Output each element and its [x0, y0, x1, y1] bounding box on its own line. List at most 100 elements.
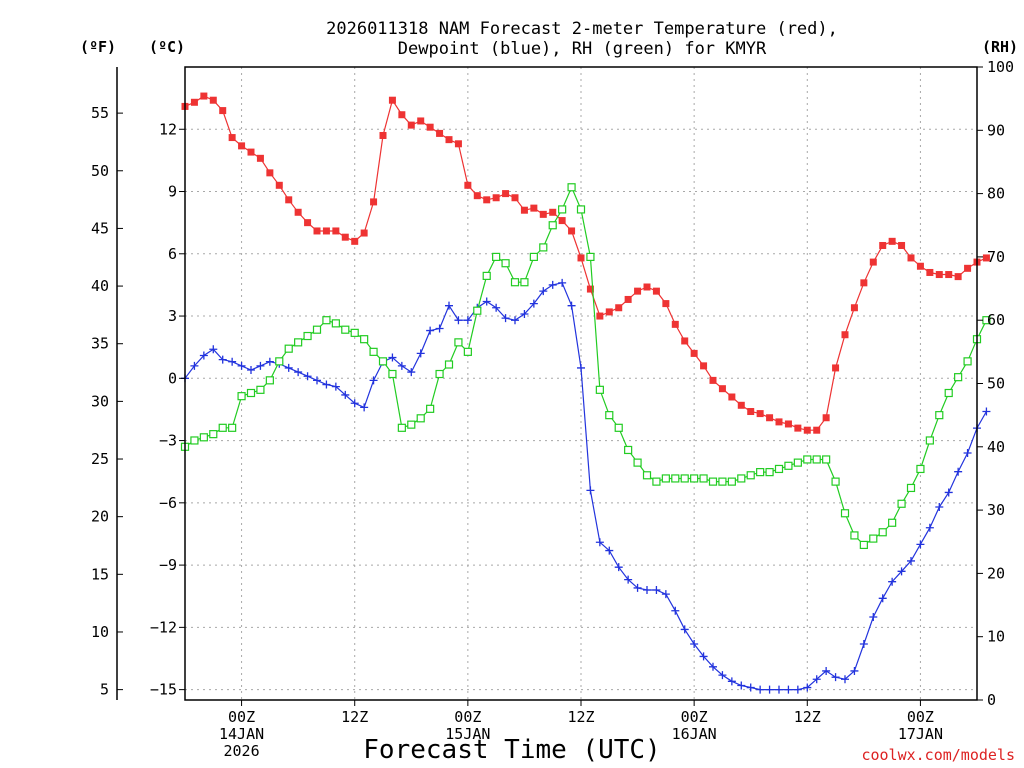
data-point: [860, 279, 868, 287]
data-point: [690, 639, 699, 648]
data-point: [529, 299, 538, 308]
data-point: [746, 471, 755, 480]
data-point: [228, 134, 236, 142]
data-point: [784, 420, 792, 428]
data-point: [906, 483, 916, 493]
data-point: [398, 111, 406, 119]
data-point: [350, 328, 359, 337]
data-point: [426, 123, 434, 131]
fahrenheit-tick-label: 50: [91, 162, 109, 180]
data-point: [964, 264, 972, 272]
data-point: [247, 366, 255, 375]
data-point: [756, 685, 765, 694]
data-point: [963, 449, 972, 458]
data-point: [237, 392, 246, 401]
data-point: [944, 488, 953, 497]
data-point: [238, 142, 246, 150]
data-point: [624, 295, 632, 303]
x-tick-label: 00Z: [681, 708, 708, 726]
data-point: [737, 474, 746, 483]
data-point: [341, 233, 349, 241]
fahrenheit-tick-label: 15: [91, 565, 109, 583]
data-point: [567, 301, 576, 310]
data-point: [322, 316, 331, 325]
data-point: [982, 254, 990, 262]
data-point: [397, 361, 406, 370]
series-2-meter-temperature: [181, 92, 990, 434]
data-point: [435, 324, 444, 333]
series-dewpoint: [181, 278, 991, 694]
x-tick-label: 00Z: [228, 708, 255, 726]
data-point: [982, 407, 991, 416]
data-point: [218, 355, 227, 364]
data-point: [294, 208, 302, 216]
data-point: [784, 685, 793, 694]
data-point: [888, 518, 897, 527]
data-point: [925, 523, 934, 532]
data-point: [822, 666, 831, 675]
data-point: [209, 430, 218, 439]
data-point: [605, 546, 614, 555]
data-point: [643, 283, 651, 291]
data-point: [407, 121, 415, 129]
fahrenheit-tick-label: 55: [91, 104, 109, 122]
x-tick-label: 12Z: [341, 708, 368, 726]
x-tick-label: 15JAN: [445, 725, 490, 743]
data-point: [313, 376, 321, 385]
fahrenheit-tick-label: 40: [91, 277, 109, 295]
data-point: [803, 455, 812, 464]
data-point: [916, 464, 925, 474]
data-point: [879, 241, 887, 249]
data-point: [642, 471, 652, 480]
data-point: [379, 131, 387, 139]
data-point: [237, 361, 246, 370]
data-point: [577, 254, 585, 262]
rh-tick-label: 80: [987, 185, 1005, 203]
data-point: [859, 540, 868, 550]
data-point: [897, 499, 906, 508]
data-point: [219, 107, 227, 115]
data-point: [925, 436, 934, 445]
data-point: [765, 468, 774, 477]
data-point: [869, 258, 877, 266]
fahrenheit-tick-label: 25: [91, 450, 109, 468]
data-point: [492, 194, 500, 202]
celsius-tick-label: −6: [159, 494, 177, 512]
data-point: [671, 320, 679, 328]
data-point: [275, 357, 284, 366]
data-point: [502, 190, 510, 198]
data-point: [510, 278, 520, 287]
data-point: [746, 683, 755, 692]
data-point: [256, 361, 265, 370]
data-point: [822, 414, 830, 422]
data-point: [624, 445, 633, 455]
data-point: [944, 388, 953, 398]
data-point: [539, 210, 547, 218]
x-tick-label: 12Z: [794, 708, 821, 726]
data-point: [831, 673, 840, 682]
x-tick-label: 00Z: [454, 708, 481, 726]
rh-tick-label: 10: [987, 628, 1005, 646]
data-point: [482, 271, 491, 280]
data-point: [520, 278, 529, 287]
data-point: [718, 477, 727, 486]
data-point: [727, 477, 736, 486]
data-point: [793, 685, 802, 694]
data-point: [652, 477, 661, 486]
data-point: [680, 474, 689, 483]
series-rh: [180, 183, 991, 550]
x-tick-label: 12Z: [567, 708, 594, 726]
data-point: [426, 404, 435, 413]
plot-frame: [184, 66, 978, 701]
credit-text: coolwx.com/models: [861, 746, 1015, 764]
data-point: [256, 385, 265, 394]
data-point: [841, 675, 849, 684]
data-point: [803, 683, 812, 692]
data-point: [388, 369, 397, 379]
celsius-tick-label: −3: [159, 432, 177, 450]
x-tick-label: 17JAN: [898, 725, 943, 743]
data-point: [530, 204, 538, 212]
data-point: [520, 206, 528, 214]
data-point: [813, 426, 821, 434]
fahrenheit-tick-label: 5: [100, 681, 109, 699]
